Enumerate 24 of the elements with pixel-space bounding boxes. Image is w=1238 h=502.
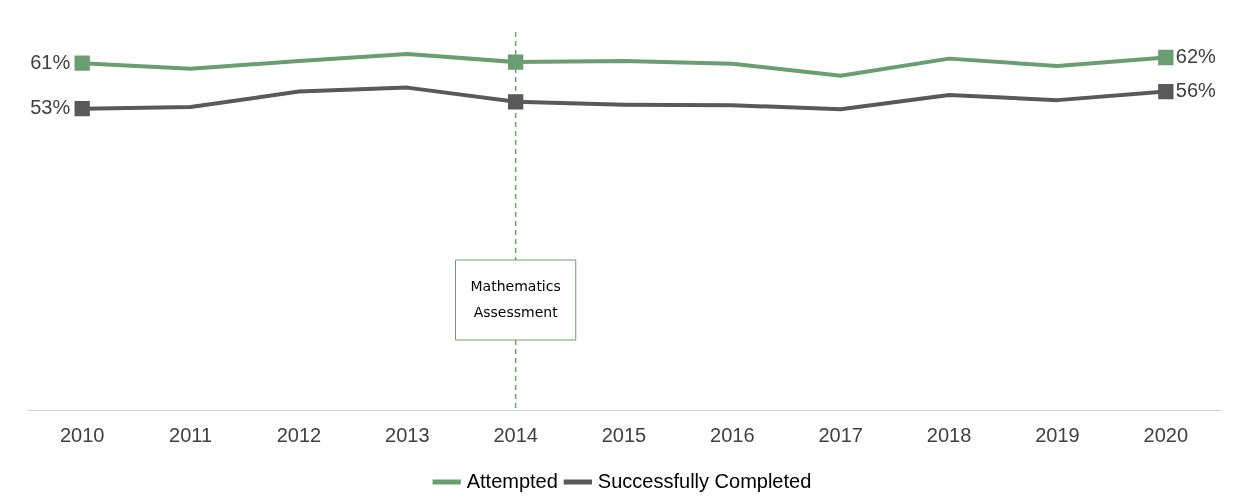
- x-tick-label: 2014: [493, 423, 538, 446]
- data-label: 53%: [30, 96, 71, 119]
- x-tick-label: 2012: [276, 423, 322, 446]
- point: [507, 54, 524, 70]
- data-label: 62%: [1175, 45, 1217, 67]
- x-tick-label: 2015: [601, 423, 647, 446]
- point: [1158, 49, 1174, 66]
- ref-line-label: Mathematics Assessment: [470, 277, 561, 320]
- point: [74, 101, 90, 117]
- x-tick-label: 2017: [818, 423, 863, 446]
- x-tick-label: 2011: [169, 423, 213, 446]
- point: [507, 94, 524, 110]
- point: [74, 55, 90, 71]
- x-tick-label: 2019: [1035, 423, 1080, 446]
- x-tick-label: 2016: [710, 423, 755, 446]
- x-tick-label: 2018: [926, 423, 972, 446]
- point: [1158, 83, 1174, 100]
- legend-label: Attempted: [466, 469, 558, 492]
- data-label: 61%: [30, 50, 71, 73]
- legend-label: Successfully Completed: [597, 469, 812, 492]
- x-tick-label: 2010: [59, 423, 105, 446]
- data-label: 56%: [1175, 79, 1217, 102]
- x-tick-label: 2020: [1143, 423, 1189, 446]
- x-tick-label: 2013: [385, 423, 430, 446]
